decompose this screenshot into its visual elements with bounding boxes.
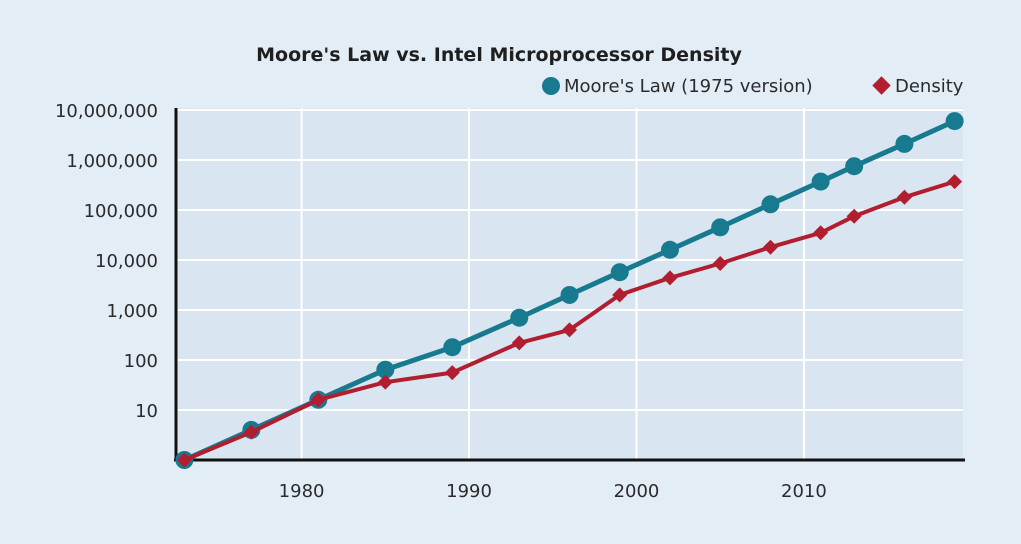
data-point-density (846, 208, 862, 224)
x-tick-label: 1980 (279, 481, 325, 502)
data-point-density (176, 452, 192, 468)
series-moores-law (175, 112, 964, 469)
data-point-density (662, 270, 678, 286)
legend-label-density: Density (895, 76, 964, 97)
data-point-density (511, 335, 527, 351)
y-tick-label: 10 (135, 401, 158, 422)
data-point-density (377, 374, 393, 390)
data-point-density (813, 225, 829, 241)
data-point-moores-law (443, 338, 462, 357)
legend-label-moores-law: Moore's Law (1975 version) (564, 76, 813, 97)
legend-marker-moores-law (542, 77, 560, 95)
data-point-moores-law (845, 157, 864, 176)
series-density (176, 174, 963, 468)
data-point-moores-law (376, 360, 395, 379)
data-point-moores-law (510, 308, 529, 327)
data-point-moores-law (761, 195, 780, 214)
y-tick-label: 100,000 (84, 201, 158, 222)
y-tick-label: 100 (124, 351, 158, 372)
y-tick-label: 1,000,000 (66, 151, 158, 172)
data-point-moores-law (811, 172, 830, 191)
data-point-moores-law (711, 218, 730, 237)
data-point-density (947, 174, 963, 190)
data-point-density (762, 239, 778, 255)
data-point-moores-law (945, 112, 964, 131)
data-point-density (612, 287, 628, 303)
data-point-density (896, 189, 912, 205)
data-point-density (310, 392, 326, 408)
data-point-density (243, 424, 259, 440)
legend: Moore's Law (1975 version) Density (542, 76, 964, 97)
x-tick-labels: 1980 1990 2000 2010 (279, 481, 827, 502)
data-point-moores-law (560, 285, 579, 304)
data-point-density (712, 256, 728, 272)
data-point-moores-law (660, 240, 679, 259)
y-tick-label: 10,000,000 (55, 101, 158, 122)
y-tick-label: 10,000 (95, 251, 158, 272)
x-tick-label: 2010 (781, 481, 827, 502)
legend-marker-density (872, 76, 891, 95)
axes (174, 108, 965, 462)
data-point-moores-law (895, 134, 914, 153)
y-tick-labels: 10 100 1,000 10,000 100,000 1,000,000 10,000,0… (55, 101, 158, 422)
data-point-density (444, 365, 460, 381)
x-tick-label: 1990 (446, 481, 492, 502)
series-layer (175, 112, 964, 469)
x-tick-label: 2000 (614, 481, 660, 502)
data-point-moores-law (610, 263, 629, 282)
y-tick-label: 1,000 (106, 301, 158, 322)
chart-title: Moore's Law vs. Intel Microprocessor Den… (256, 44, 742, 66)
plot-area (176, 108, 963, 460)
gridlines (176, 108, 963, 460)
data-point-density (562, 322, 577, 338)
